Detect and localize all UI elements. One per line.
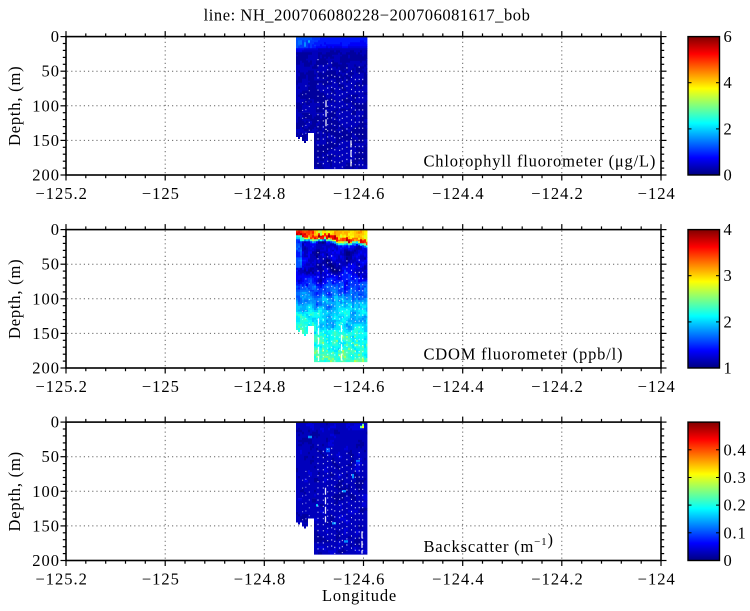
svg-text:−125: −125 xyxy=(142,570,180,589)
svg-text:200: 200 xyxy=(32,359,60,378)
svg-text:Depth, (m): Depth, (m) xyxy=(5,66,24,146)
svg-text:6: 6 xyxy=(724,27,733,46)
svg-text:200: 200 xyxy=(32,166,60,185)
svg-text:150: 150 xyxy=(32,324,60,343)
svg-text:0: 0 xyxy=(51,27,60,46)
svg-text:−124.2: −124.2 xyxy=(531,184,583,203)
svg-text:−124.8: −124.8 xyxy=(234,377,286,396)
svg-text:0: 0 xyxy=(724,551,733,570)
svg-text:Depth, (m): Depth, (m) xyxy=(5,451,24,531)
svg-text:0.2: 0.2 xyxy=(724,496,747,515)
svg-text:Longitude: Longitude xyxy=(322,586,397,605)
svg-text:2: 2 xyxy=(724,312,733,331)
svg-text:−124.8: −124.8 xyxy=(234,570,286,589)
svg-text:100: 100 xyxy=(32,482,60,501)
svg-text:150: 150 xyxy=(32,516,60,535)
svg-text:50: 50 xyxy=(42,447,61,466)
svg-text:−124.8: −124.8 xyxy=(234,184,286,203)
svg-text:100: 100 xyxy=(32,96,60,115)
svg-text:1: 1 xyxy=(724,359,733,378)
svg-text:−125.2: −125.2 xyxy=(35,570,87,589)
svg-text:−124: −124 xyxy=(638,570,676,589)
svg-text:−125: −125 xyxy=(142,377,180,396)
svg-text:0: 0 xyxy=(724,166,733,185)
svg-text:−125: −125 xyxy=(142,184,180,203)
svg-text:2: 2 xyxy=(724,119,733,138)
svg-text:−124.2: −124.2 xyxy=(531,377,583,396)
svg-text:−124.2: −124.2 xyxy=(531,570,583,589)
svg-text:50: 50 xyxy=(42,62,61,81)
svg-text:−124.4: −124.4 xyxy=(432,184,484,203)
svg-text:50: 50 xyxy=(42,255,61,274)
svg-text:−124: −124 xyxy=(638,377,676,396)
svg-text:−124.6: −124.6 xyxy=(333,377,385,396)
svg-text:−125.2: −125.2 xyxy=(35,377,87,396)
svg-text:−124.6: −124.6 xyxy=(333,570,385,589)
svg-text:0: 0 xyxy=(51,220,60,239)
svg-text:200: 200 xyxy=(32,551,60,570)
svg-text:3: 3 xyxy=(724,266,733,285)
svg-text:−124.4: −124.4 xyxy=(432,570,484,589)
svg-text:100: 100 xyxy=(32,289,60,308)
svg-text:−124.4: −124.4 xyxy=(432,377,484,396)
svg-text:line: NH_200706080228−20070608: line: NH_200706080228−200706081617_bob xyxy=(204,6,531,25)
svg-text:−125.2: −125.2 xyxy=(35,184,87,203)
svg-text:Depth, (m): Depth, (m) xyxy=(5,259,24,339)
svg-text:4: 4 xyxy=(724,220,733,239)
svg-text:Chlorophyll fluorometer (μg/L): Chlorophyll fluorometer (μg/L) xyxy=(424,151,657,170)
svg-text:4: 4 xyxy=(724,73,733,92)
svg-text:0: 0 xyxy=(51,413,60,432)
svg-text:CDOM fluorometer (ppb/l): CDOM fluorometer (ppb/l) xyxy=(424,344,624,363)
svg-text:0.1: 0.1 xyxy=(724,523,747,542)
svg-text:−124: −124 xyxy=(638,184,676,203)
svg-text:0.3: 0.3 xyxy=(724,468,747,487)
svg-text:150: 150 xyxy=(32,131,60,150)
svg-text:−124.6: −124.6 xyxy=(333,184,385,203)
svg-text:0.4: 0.4 xyxy=(724,440,747,459)
